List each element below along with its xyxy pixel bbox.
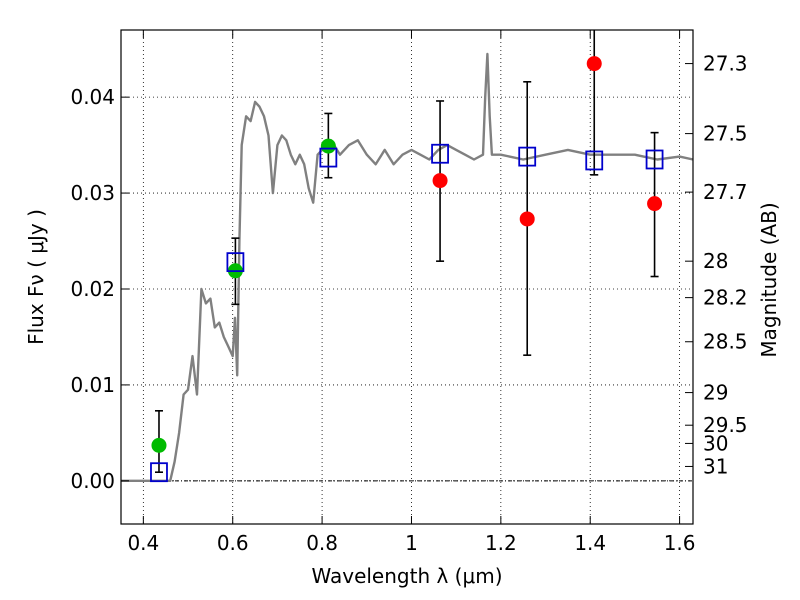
y-right-tick-label: 27.7 [703,180,748,204]
y-right-tick-label: 30 [703,431,728,455]
observed-point-circle [647,196,663,212]
x-tick-label: 1.6 [664,531,696,555]
model-point-square [645,149,664,170]
x-tick-label: 1.4 [574,531,606,555]
y-right-tick-label: 27.5 [703,122,748,146]
model-point-square [150,462,168,483]
error-bars [154,30,659,474]
model-point-square [319,147,338,168]
y-tick-label: 0.01 [70,373,115,397]
y-tick-label: 0.04 [70,85,115,109]
ticks: 0.4 0.6 0.8 1 1.2 1.4 1.6 0.00 0.01 0.02 0.03 0.04 2… [70,30,748,555]
observed-point-circle [586,56,602,72]
y-right-tick-label: 28.2 [703,286,748,310]
y-right-tick-label: 28 [703,249,728,273]
y-tick-label: 0.02 [70,277,115,301]
plot-frame [120,29,694,525]
x-tick-label: 0.4 [127,531,159,555]
y-tick-label: 0.03 [70,181,115,205]
x-tick-label: 0.8 [306,531,338,555]
observed-point-circle [151,437,167,453]
y-axis-right-label: Magnitude (AB) [757,202,781,357]
x-axis-label: Wavelength λ (μm) [311,564,502,588]
model-point-square [585,150,604,171]
y-tick-label: 0.00 [70,469,115,493]
y-right-tick-label: 29.5 [703,413,748,437]
x-tick-label: 1 [405,531,418,555]
y-axis-label: Flux Fν ( μJy ) [24,209,48,345]
model-point-square [518,146,537,167]
model-point-square [431,143,449,164]
observed-point-circle [519,211,535,227]
model-point-square [226,252,245,273]
template-spectrum-line [121,52,694,482]
y-right-tick-label: 31 [703,454,728,478]
x-tick-label: 0.6 [217,531,249,555]
photometry-markers [150,56,664,483]
observed-point-circle [320,138,336,154]
y-right-tick-label: 27.3 [703,52,748,76]
y-right-tick-label: 29 [703,381,728,405]
observed-point-circle [432,173,448,189]
grid [121,30,693,524]
y-right-tick-label: 28.5 [703,330,748,354]
x-tick-label: 1.2 [485,531,517,555]
